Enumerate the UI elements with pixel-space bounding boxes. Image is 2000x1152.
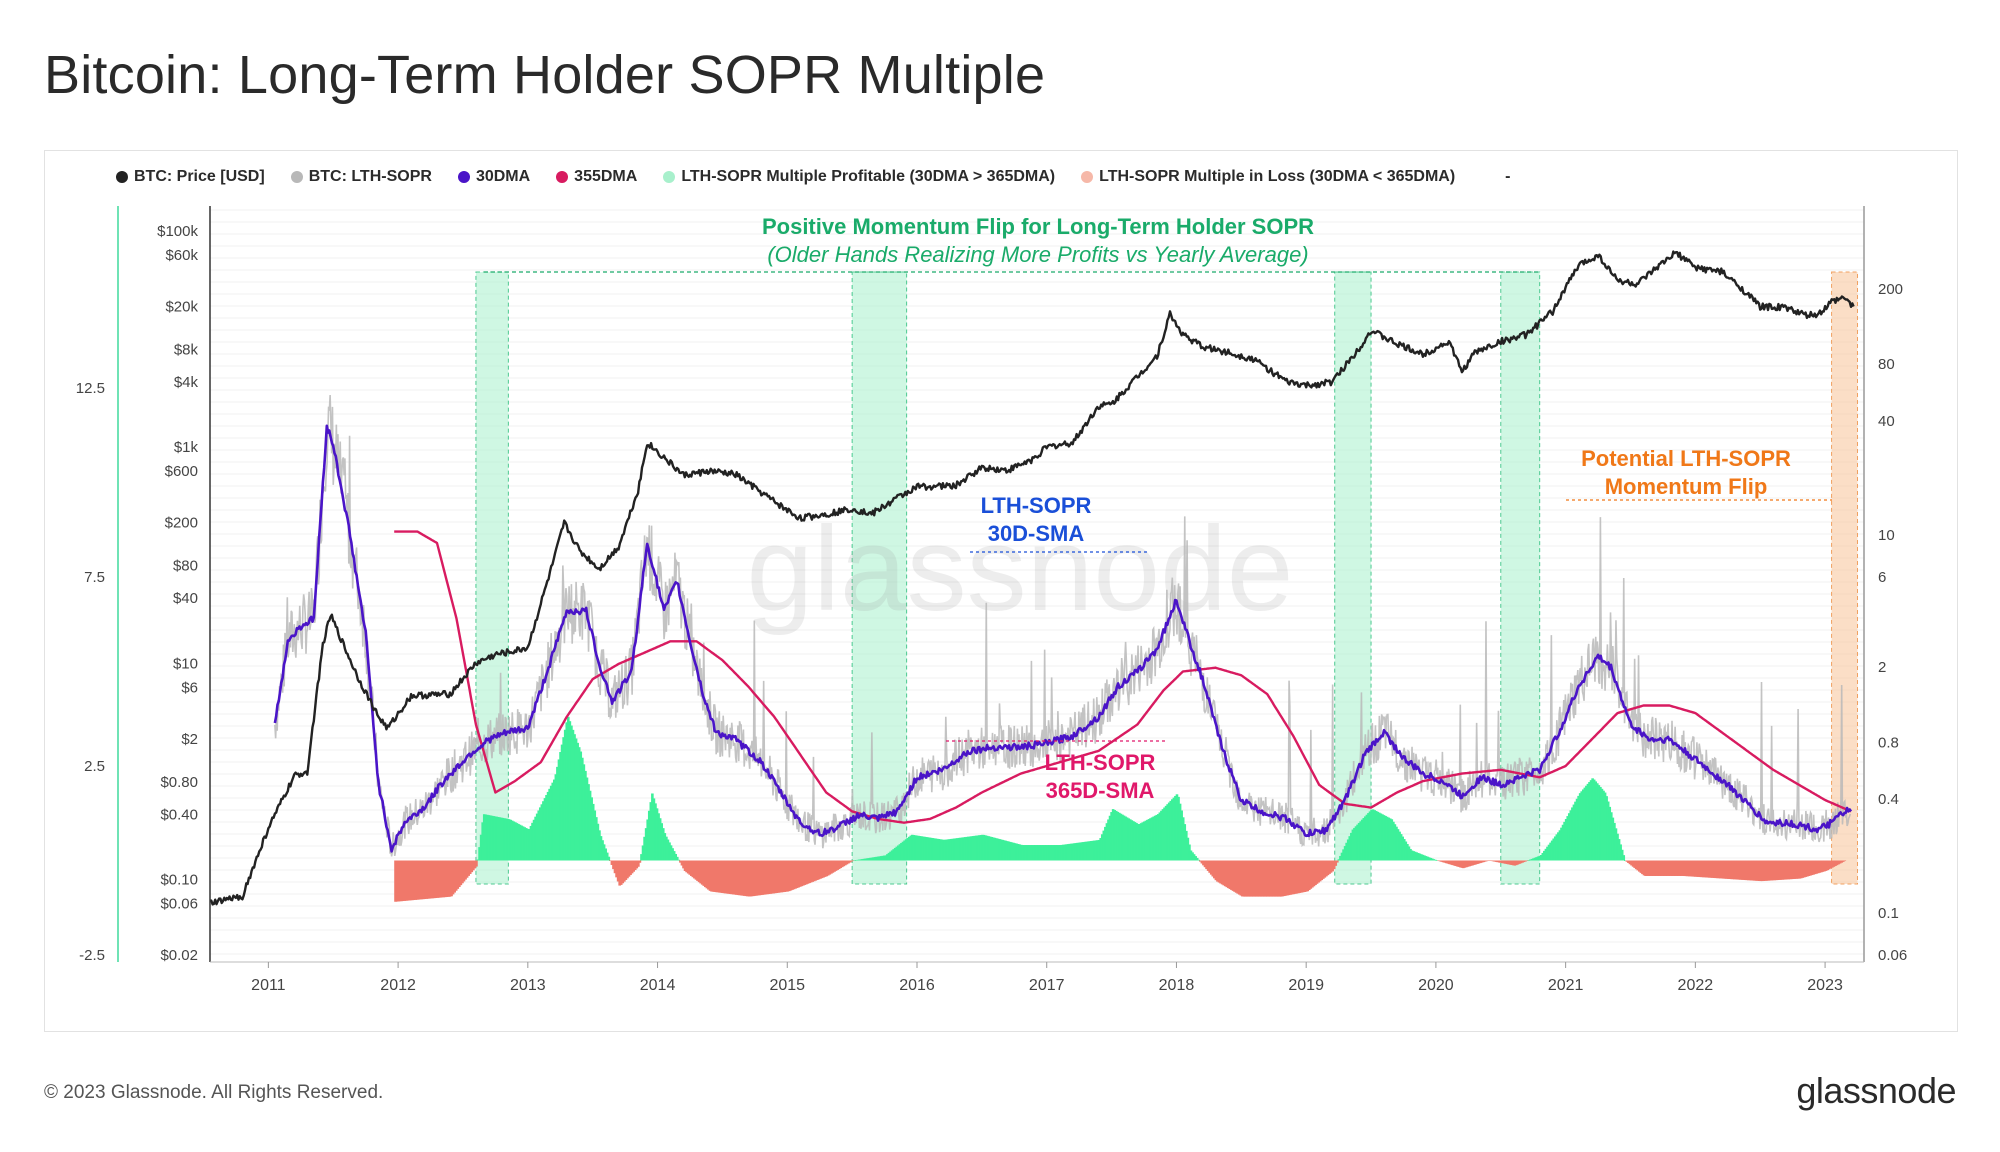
legend-label: 355DMA (574, 168, 638, 185)
legend-item-extra[interactable]: - (1505, 168, 1510, 186)
legend-item-loss[interactable]: LTH-SOPR Multiple in Loss (30DMA < 365DM… (1081, 168, 1455, 186)
brand-logo: glassnode (1796, 1070, 1956, 1111)
legend-label: - (1505, 168, 1511, 185)
copyright: © 2023 Glassnode. All Rights Reserved. (44, 1082, 384, 1103)
legend-label: 30DMA (475, 168, 531, 185)
legend-item-profitable[interactable]: LTH-SOPR Multiple Profitable (30DMA > 36… (663, 168, 1055, 186)
chart-legend: BTC: Price [USD] BTC: LTH-SOPR 30DMA 355… (116, 168, 1510, 186)
legend-label: LTH-SOPR Multiple Profitable (30DMA > 36… (681, 168, 1056, 185)
legend-label: BTC: LTH-SOPR (308, 168, 432, 185)
legend-dot-30dma (457, 171, 470, 183)
legend-label: BTC: Price [USD] (134, 168, 265, 185)
legend-dot-profitable (663, 171, 676, 183)
legend-item-30dma[interactable]: 30DMA (457, 168, 531, 186)
legend-label: LTH-SOPR Multiple in Loss (30DMA < 365DM… (1099, 168, 1456, 185)
legend-item-price[interactable]: BTC: Price [USD] (116, 168, 265, 186)
chart-card (44, 150, 1958, 1032)
page-title: Bitcoin: Long-Term Holder SOPR Multiple (44, 45, 1046, 105)
legend-item-355dma[interactable]: 355DMA (556, 168, 637, 186)
legend-dot-355dma (556, 171, 569, 183)
legend-item-sopr[interactable]: BTC: LTH-SOPR (290, 168, 432, 186)
legend-dot-price (116, 171, 128, 183)
legend-dot-sopr (290, 171, 303, 183)
legend-dot-loss (1081, 171, 1094, 183)
